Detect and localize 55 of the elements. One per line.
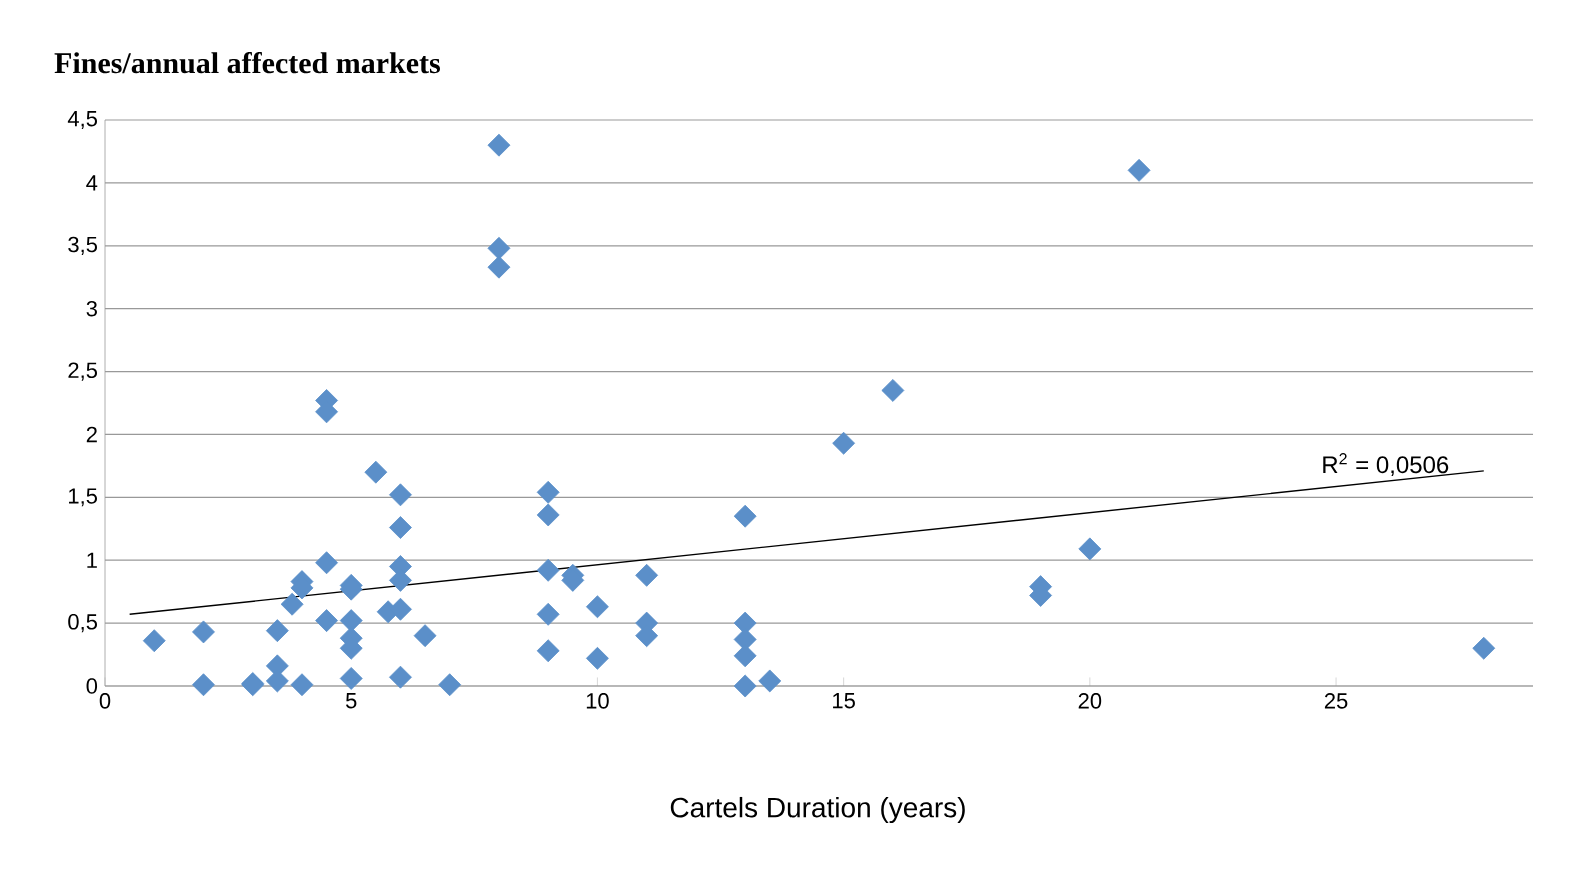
y-tick-label: 3 <box>86 300 97 317</box>
point <box>438 673 462 697</box>
x-axis-title: Cartels Duration (years) <box>670 796 965 824</box>
point <box>832 431 856 455</box>
point <box>413 624 437 648</box>
y-tick-label: 0 <box>86 678 98 694</box>
point <box>733 628 757 651</box>
point <box>192 620 215 644</box>
point <box>315 551 339 575</box>
point <box>192 673 215 697</box>
point <box>364 460 388 484</box>
point <box>536 558 560 582</box>
point <box>758 669 782 693</box>
point <box>536 503 560 527</box>
point <box>1078 537 1102 561</box>
point <box>1472 636 1496 660</box>
x-tick-label: 15 <box>833 693 855 709</box>
x-tick-label: 5 <box>345 693 357 709</box>
point <box>339 667 363 690</box>
y-tick-label: 4 <box>86 175 98 191</box>
point <box>586 595 609 619</box>
y-tick-label: 0,5 <box>68 614 97 633</box>
x-tick-label: 0 <box>99 693 111 709</box>
point <box>389 516 412 539</box>
point <box>487 255 511 279</box>
y-tick-label: 2 <box>86 426 97 443</box>
y-tick-label: 2,5 <box>68 362 97 381</box>
point <box>733 644 757 668</box>
point <box>487 133 511 157</box>
point <box>1127 158 1151 182</box>
chart-title: Fines/annual affected markets <box>54 51 440 74</box>
x-tick-label: 20 <box>1078 693 1102 709</box>
point <box>265 619 289 643</box>
point <box>536 602 560 626</box>
point <box>142 629 166 653</box>
annotation: R$^{2}$ = 0,0506 <box>1323 453 1449 477</box>
point <box>733 674 757 698</box>
point <box>389 665 412 689</box>
point <box>635 563 659 587</box>
point <box>290 673 314 697</box>
point <box>487 236 511 260</box>
x-tick-label: 25 <box>1324 693 1348 709</box>
y-tick-label: 3,5 <box>68 236 97 255</box>
point <box>315 609 339 633</box>
y-tick-label: 1 <box>87 552 97 568</box>
point <box>536 639 560 663</box>
y-tick-label: 4,5 <box>67 111 97 129</box>
point <box>586 646 609 670</box>
point <box>733 504 757 528</box>
y-tick-label: 1,5 <box>69 488 97 507</box>
point <box>536 480 560 504</box>
point <box>280 592 304 616</box>
point <box>389 483 412 507</box>
point <box>881 378 905 402</box>
x-tick-label: 10 <box>586 693 609 709</box>
